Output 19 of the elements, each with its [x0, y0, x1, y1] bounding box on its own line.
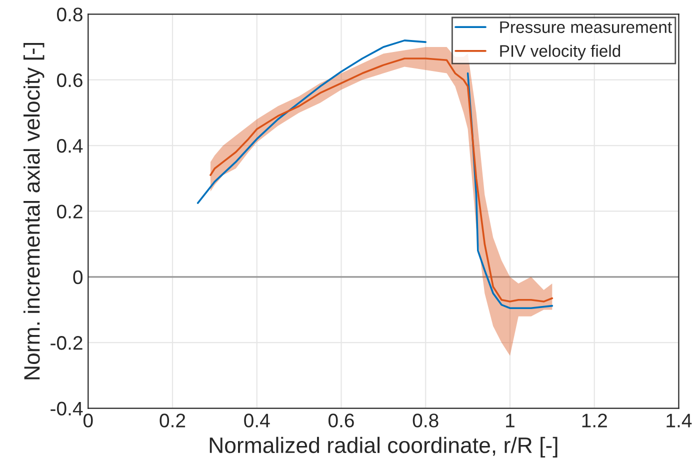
- x-tick-label: 0.2: [160, 414, 186, 428]
- y-tick-label: 0.6: [57, 73, 82, 88]
- x-tick-label: 0.8: [412, 414, 438, 428]
- x-tick-label: 1.4: [666, 414, 692, 428]
- y-tick-label: 0.2: [57, 204, 82, 218]
- x-tick-label: 0.4: [244, 414, 270, 428]
- y-axis-title: Norm. incremental axial velocity [-]: [24, 42, 44, 380]
- legend-label: PIV velocity field: [500, 44, 620, 60]
- y-tick-label: 0.4: [57, 139, 83, 153]
- y-tick-label: 0.8: [57, 8, 82, 22]
- x-tick-label: 1.2: [582, 414, 607, 428]
- legend-label: Pressure measurement: [500, 21, 672, 34]
- x-tick-label: 0: [83, 414, 93, 428]
- y-tick-label: 0: [73, 270, 83, 284]
- x-tick-label: 0.6: [328, 414, 354, 428]
- y-tick-label: -0.2: [50, 336, 82, 350]
- x-tick-label: 1: [506, 414, 514, 428]
- x-axis-title: Normalized radial coordinate, r/R [-]: [210, 436, 558, 458]
- y-tick-label: -0.4: [50, 402, 83, 416]
